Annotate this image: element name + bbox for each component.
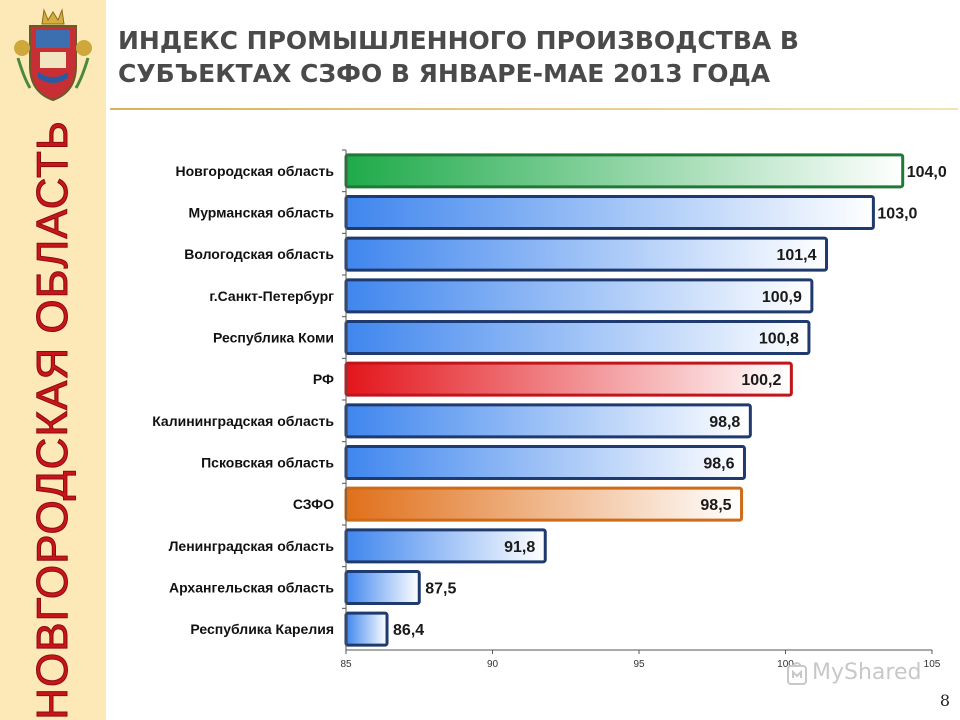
category-label: Республика Коми: [213, 330, 334, 346]
value-label: 86,4: [393, 622, 424, 639]
bar: [344, 486, 744, 522]
category-label: Архангельская область: [169, 580, 334, 596]
page-number: 8: [939, 691, 950, 710]
category-label: Калининградская область: [152, 413, 334, 429]
title-divider: [110, 108, 958, 110]
value-label: 100,9: [762, 289, 802, 306]
bar: [344, 278, 814, 314]
category-label: Ленинградская область: [169, 538, 335, 554]
value-label: 87,5: [425, 581, 456, 598]
sidebar: НОВГОРОДСКАЯ ОБЛАСТЬ: [0, 0, 106, 720]
bar: [344, 236, 829, 272]
category-label: Псковская область: [201, 455, 334, 471]
value-label: 98,6: [703, 456, 734, 473]
bar: [344, 195, 875, 230]
bar: [344, 570, 421, 605]
category-label: Мурманская область: [189, 205, 335, 221]
value-label: 98,8: [709, 414, 740, 431]
title-line-2: СУБЪЕКТАХ СЗФО В ЯНВАРЕ-МАЕ 2013 ГОДА: [118, 59, 771, 88]
x-tick-label: 95: [633, 659, 645, 670]
value-label: 103,0: [877, 206, 917, 223]
category-label: Республика Карелия: [190, 621, 334, 637]
category-label: СЗФО: [293, 496, 334, 512]
bar: [344, 403, 752, 439]
bar: [344, 361, 793, 397]
x-tick-label: 90: [487, 659, 499, 670]
category-label: РФ: [313, 371, 334, 387]
category-label: Новгородская область: [175, 163, 334, 179]
coat-of-arms-icon: [14, 8, 92, 102]
category-label: г.Санкт-Петербург: [209, 288, 334, 304]
x-tick-label: 100: [777, 659, 794, 670]
value-label: 101,4: [776, 247, 816, 264]
bar: [344, 611, 389, 647]
myshared-logo-icon: [787, 662, 807, 685]
category-label: Вологодская область: [184, 246, 334, 262]
value-label: 100,2: [741, 372, 781, 389]
x-tick-label: 85: [340, 659, 352, 670]
title-line-1: ИНДЕКС ПРОМЫШЛЕННОГО ПРОИЗВОДСТВА В: [118, 26, 799, 55]
page-title: ИНДЕКС ПРОМЫШЛЕННОГО ПРОИЗВОДСТВА В СУБЪ…: [118, 24, 948, 90]
x-tick-label: 105: [924, 659, 941, 670]
watermark-text: MyShared: [812, 660, 922, 685]
value-label: 100,8: [759, 331, 799, 348]
bar: [344, 153, 905, 189]
value-label: 98,5: [700, 497, 731, 514]
bar: [344, 445, 746, 480]
bar: [344, 320, 811, 355]
value-label: 91,8: [504, 539, 535, 556]
value-label: 104,0: [907, 164, 947, 181]
watermark: MyShared: [786, 656, 936, 692]
